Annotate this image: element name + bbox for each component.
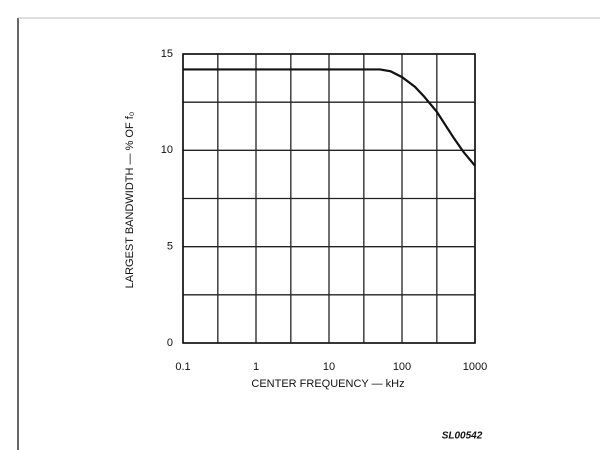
x-tick-label: 1	[253, 361, 259, 373]
y-tick-label: 0	[167, 337, 173, 349]
x-tick-label: 1000	[463, 361, 487, 373]
annotation: SL00542	[442, 431, 483, 442]
x-tick-label: 0.1	[175, 361, 190, 373]
x-tick-label: 100	[393, 361, 411, 373]
y-axis-title: LARGEST BANDWIDTH — % OF f₀	[124, 112, 136, 289]
x-tick-label: 10	[323, 361, 335, 373]
y-tick-label: 15	[161, 48, 173, 60]
y-tick-label: 5	[167, 241, 173, 253]
y-tick-label: 10	[161, 144, 173, 156]
x-axis-title: CENTER FREQUENCY — kHz	[251, 378, 404, 390]
plot-frame	[182, 53, 476, 344]
data-line	[183, 68, 476, 167]
